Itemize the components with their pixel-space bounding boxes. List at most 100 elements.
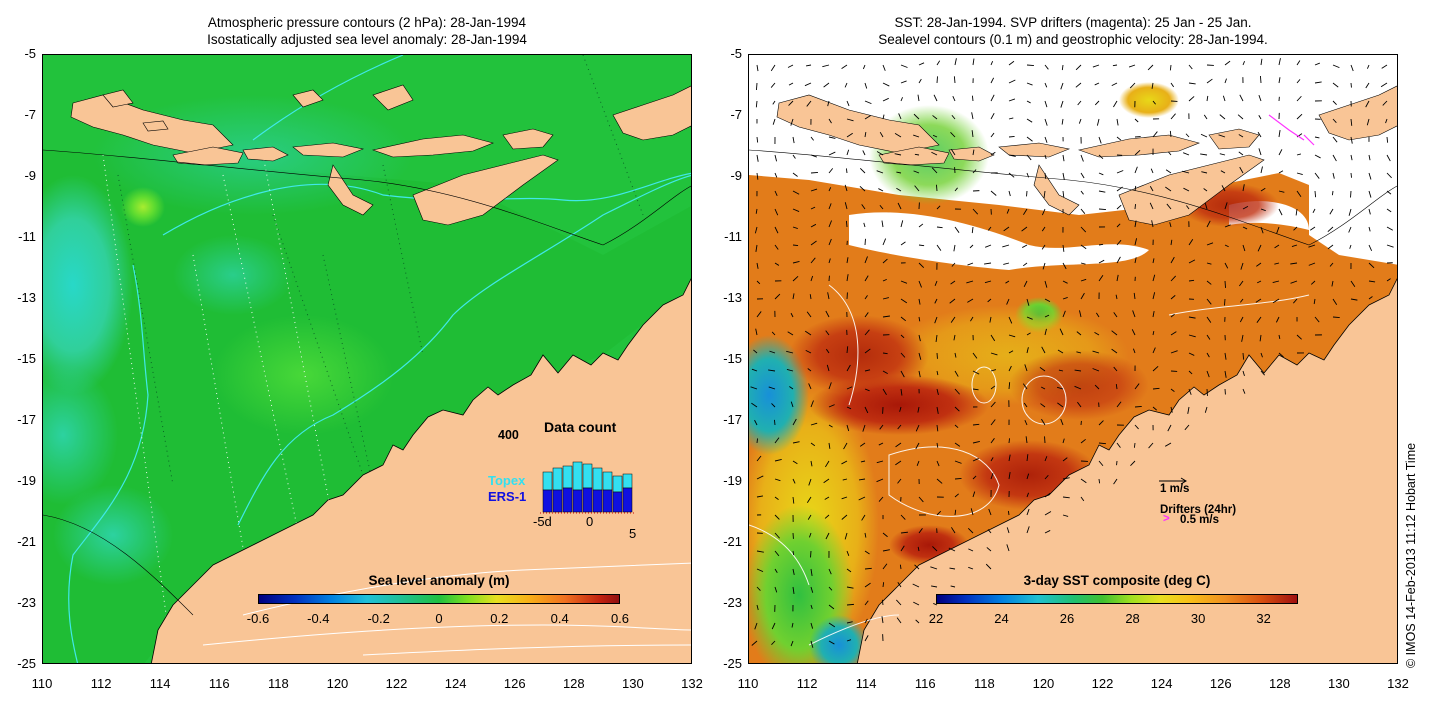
velocity-vector-186 <box>862 150 866 156</box>
velocity-vector-869 <box>756 604 759 611</box>
velocity-vector-457 <box>1206 280 1212 285</box>
velocity-vector-600 <box>768 369 776 372</box>
velocity-vector-448 <box>1044 280 1048 288</box>
velocity-vector-259 <box>878 188 884 192</box>
velocity-vector-687 <box>846 424 850 432</box>
velocity-vector-356 <box>1327 226 1334 233</box>
velocity-vector-712 <box>843 442 848 450</box>
velocity-vector-505 <box>790 312 794 318</box>
velocity-vector-86 <box>1008 98 1016 102</box>
velocity-vector-339 <box>1021 226 1028 232</box>
velocity-vector-690 <box>897 424 902 430</box>
velocity-vector-148 <box>828 136 836 139</box>
velocity-vector-61 <box>1206 78 1213 84</box>
velocity-vector-873 <box>828 604 835 610</box>
sst-blue-region-south <box>809 615 869 663</box>
inset-ers1-bar-7 <box>612 491 623 513</box>
velocity-vector-363 <box>810 240 817 246</box>
velocity-vector-766 <box>990 473 994 480</box>
velocity-vector-39 <box>804 82 812 87</box>
y-tick-1: -7 <box>24 107 36 122</box>
velocity-vector-306 <box>1080 208 1086 214</box>
velocity-vector-370 <box>936 244 942 251</box>
velocity-vector-855 <box>968 566 974 570</box>
velocity-vector-428 <box>1329 262 1334 267</box>
x-tick-4: 118 <box>973 676 995 691</box>
velocity-vector-76 <box>827 100 830 107</box>
velocity-vector-46 <box>936 76 938 84</box>
velocity-vector-397 <box>774 262 780 266</box>
velocity-vector-392 <box>1327 244 1334 250</box>
sealevel-contours <box>749 284 1310 646</box>
velocity-vector-33 <box>1350 64 1354 72</box>
x-tick-2: 114 <box>855 676 877 691</box>
sla-low-anomaly-center <box>173 235 293 315</box>
velocity-vector-386 <box>1224 244 1229 248</box>
australia-landmass <box>150 278 691 663</box>
velocity-vector-861 <box>828 586 833 591</box>
inset-x-label-minus5: -5d <box>533 514 552 529</box>
velocity-vector-779 <box>841 496 848 500</box>
y-tick-8: -21 <box>723 534 742 549</box>
velocity-vector-207 <box>1238 151 1244 156</box>
velocity-vector-206 <box>1219 153 1226 156</box>
velocity-vector-287 <box>1386 190 1392 195</box>
y-tick-3: -11 <box>724 229 742 244</box>
velocity-vector-822 <box>951 527 956 534</box>
sea-level-anomaly-map[interactable] <box>42 54 692 664</box>
velocity-vector-342 <box>1080 226 1087 233</box>
velocity-vector-141 <box>1350 118 1353 126</box>
velocity-vector-253 <box>774 190 778 197</box>
velocity-vector-887 <box>881 616 884 624</box>
velocity-vector-156 <box>971 130 974 138</box>
velocity-vector-357 <box>1348 226 1352 233</box>
velocity-vector-102 <box>1296 95 1302 102</box>
velocity-vector-281 <box>1278 190 1285 193</box>
velocity-vector-50 <box>1008 79 1016 84</box>
inset-topex-bar-0 <box>542 471 553 491</box>
velocity-vector-360 <box>755 244 758 252</box>
velocity-vector-734 <box>810 460 813 467</box>
velocity-vector-140 <box>1332 118 1337 124</box>
velocity-vector-217 <box>774 172 778 178</box>
bathymetry-contour-2 <box>43 514 194 616</box>
velocity-vector-372 <box>969 244 974 249</box>
velocity-vector-780 <box>858 496 866 501</box>
velocity-vector-841 <box>986 547 992 552</box>
velocity-vector-195 <box>1026 154 1032 161</box>
velocity-vector-4 <box>822 64 830 68</box>
velocity-vector-58 <box>1151 82 1154 89</box>
velocity-vector-318 <box>1295 208 1298 216</box>
sst-map[interactable] <box>748 54 1398 664</box>
velocity-vector-385 <box>1206 242 1214 246</box>
x-tick-8: 126 <box>1209 676 1232 691</box>
velocity-vector-398 <box>792 261 800 264</box>
velocity-vector-881 <box>771 622 776 630</box>
australia-landmass-sst <box>856 278 1397 663</box>
velocity-vector-280 <box>1260 187 1266 192</box>
x-tick-1: 112 <box>796 676 818 691</box>
velocity-vector-683 <box>774 419 776 426</box>
velocity-vector-738 <box>876 460 884 464</box>
velocity-vector-190 <box>931 151 938 156</box>
velocity-vector-810 <box>1062 514 1069 517</box>
velocity-vector-120 <box>971 112 974 120</box>
velocity-vector-379 <box>1098 243 1104 246</box>
velocity-vector-684 <box>792 418 797 426</box>
velocity-vector-270 <box>1080 190 1084 195</box>
velocity-vector-750 <box>1098 460 1104 467</box>
velocity-vector-661 <box>846 406 852 410</box>
velocity-vector-211 <box>1314 154 1321 159</box>
velocity-vector-396 <box>756 262 759 269</box>
velocity-vector-49 <box>990 77 995 84</box>
velocity-vector-580 <box>972 352 978 359</box>
velocity-vector-856 <box>985 563 992 570</box>
velocity-vector-757 <box>823 478 830 484</box>
velocity-vector-294 <box>861 204 866 210</box>
velocity-vector-599 <box>751 368 758 372</box>
velocity-vector-708 <box>774 437 780 444</box>
velocity-vector-383 <box>1170 239 1173 246</box>
velocity-vector-554 <box>1076 331 1082 336</box>
velocity-vector-573 <box>846 346 849 354</box>
velocity-vector-511 <box>900 316 907 322</box>
